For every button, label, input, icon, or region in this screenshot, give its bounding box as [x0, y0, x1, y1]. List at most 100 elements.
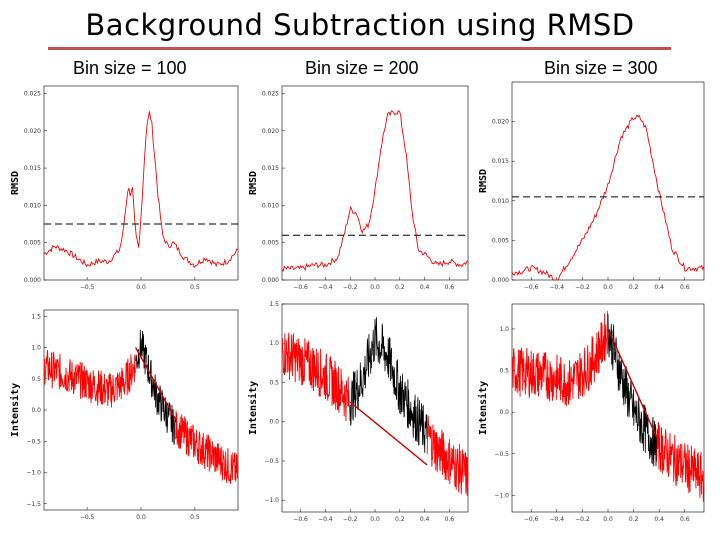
x-tick-label-rmsd-300-0: −0.6	[524, 284, 539, 291]
x-tick-label-intensity-200-2: −0.2	[343, 516, 358, 523]
intensity-line-right-intensity-100	[175, 410, 239, 485]
y-tick-label-intensity-300-0: −1.0	[494, 492, 509, 499]
x-tick-label-intensity-200-6: 0.6	[445, 516, 455, 523]
y-tick-label-rmsd-100-1: 0.005	[24, 240, 41, 247]
title-underline	[48, 47, 671, 50]
bin-label-300: Bin size = 300	[544, 58, 658, 78]
rmsd-chart-300: RMSD 0.000 0.005 0.010 0.015 0.020 −0.6 −0.4 −0.…	[478, 81, 705, 291]
y-axis-label-intensity-300: Intensity	[477, 381, 489, 435]
y-tick-label-intensity-200-2: 0.0	[269, 419, 279, 426]
y-tick-label-rmsd-100-2: 0.010	[24, 202, 41, 209]
peak-line-intensity-300	[607, 314, 657, 467]
y-tick-label-rmsd-200-5: 0.025	[262, 90, 279, 97]
x-tick-label-rmsd-100-2: 0.5	[190, 284, 200, 291]
y-axis-label-intensity-200: Intensity	[247, 381, 259, 435]
x-tick-label-rmsd-200-0: −0.6	[293, 284, 308, 291]
y-tick-label-intensity-200-1: −0.5	[264, 458, 279, 465]
x-tick-label-intensity-200-0: −0.6	[293, 516, 308, 523]
y-tick-label-rmsd-200-3: 0.015	[262, 165, 279, 172]
x-tick-label-rmsd-300-5: 0.4	[654, 284, 664, 291]
x-tick-label-rmsd-300-4: 0.2	[629, 284, 639, 291]
peak-line-intensity-100	[135, 329, 176, 445]
x-tick-label-intensity-200-5: 0.4	[420, 516, 430, 523]
x-tick-label-intensity-300-2: −0.2	[575, 516, 590, 523]
y-tick-label-rmsd-300-1: 0.005	[492, 237, 509, 244]
intensity-chart-100: Intensity −1.5 −1.0 −0.5 0.0 0.5 1.0 1.5 −0.5 0.0…	[9, 309, 239, 521]
y-tick-label-rmsd-100-4: 0.020	[24, 128, 41, 135]
x-tick-label-intensity-200-4: 0.2	[395, 516, 405, 523]
x-tick-label-intensity-200-3: 0.0	[370, 516, 380, 523]
y-tick-label-rmsd-200-1: 0.005	[262, 240, 279, 247]
peak-line-intensity-200	[349, 317, 428, 453]
y-tick-label-rmsd-300-0: 0.000	[492, 277, 509, 284]
rmsd-chart-100: RMSD 0.000 0.005 0.010 0.015 0.020 0.025 −0.5 0.…	[10, 85, 239, 291]
x-tick-label-intensity-300-4: 0.2	[629, 516, 639, 523]
y-tick-label-rmsd-200-0: 0.000	[262, 277, 279, 284]
bin-label-200: Bin size = 200	[305, 58, 419, 78]
y-tick-label-intensity-100-1: −1.0	[26, 470, 41, 477]
x-tick-label-intensity-100-0: −0.5	[80, 514, 95, 521]
x-tick-label-intensity-300-5: 0.4	[654, 516, 664, 523]
y-tick-label-rmsd-300-4: 0.020	[492, 119, 509, 126]
intensity-line-right-intensity-300	[656, 422, 705, 502]
x-tick-label-rmsd-200-5: 0.4	[420, 284, 430, 291]
y-tick-label-rmsd-100-5: 0.025	[24, 90, 41, 97]
y-tick-label-rmsd-300-2: 0.010	[492, 198, 509, 205]
y-tick-label-intensity-100-2: −0.5	[26, 438, 41, 445]
y-axis-label-rmsd-300: RMSD	[478, 169, 489, 193]
y-axis-label-rmsd-100: RMSD	[10, 171, 21, 195]
y-tick-label-intensity-200-3: 0.5	[269, 379, 279, 386]
x-tick-label-rmsd-300-2: −0.2	[575, 284, 590, 291]
y-tick-label-rmsd-100-3: 0.015	[24, 165, 41, 172]
x-tick-label-intensity-200-1: −0.4	[318, 516, 333, 523]
rmsd-line-rmsd-200	[281, 110, 469, 273]
y-tick-label-intensity-300-4: 1.0	[499, 326, 509, 333]
x-tick-label-rmsd-300-3: 0.0	[603, 284, 613, 291]
rmsd-line-rmsd-300	[511, 114, 705, 281]
x-tick-label-rmsd-200-1: −0.4	[318, 284, 333, 291]
y-tick-label-intensity-100-6: 1.5	[31, 313, 41, 320]
rmsd-line-rmsd-100	[43, 111, 239, 269]
baseline-line-intensity-100	[134, 347, 177, 420]
y-tick-label-intensity-300-3: 0.5	[499, 368, 509, 375]
x-tick-label-intensity-300-6: 0.6	[680, 516, 690, 523]
x-tick-label-rmsd-200-4: 0.2	[395, 284, 405, 291]
y-tick-label-intensity-100-4: 0.5	[31, 376, 41, 383]
x-tick-label-rmsd-100-0: −0.5	[80, 284, 95, 291]
y-tick-label-intensity-300-2: 0.0	[499, 409, 509, 416]
intensity-chart-300: Intensity −1.0 −0.5 0.0 0.5 1.0 −0.6 −0.4 −0.2 0.…	[477, 303, 705, 523]
y-tick-label-rmsd-200-4: 0.020	[262, 128, 279, 135]
x-tick-label-rmsd-200-3: 0.0	[370, 284, 380, 291]
baseline-line-intensity-200	[349, 401, 428, 466]
y-axis-label-rmsd-200: RMSD	[248, 171, 259, 195]
y-tick-label-intensity-200-5: 1.5	[269, 301, 279, 308]
x-tick-label-intensity-300-0: −0.6	[524, 516, 539, 523]
y-tick-label-rmsd-300-3: 0.015	[492, 158, 509, 165]
x-tick-label-intensity-100-1: 0.0	[136, 514, 146, 521]
intensity-line-right-intensity-200	[426, 415, 469, 496]
y-tick-label-rmsd-200-2: 0.010	[262, 202, 279, 209]
intensity-line-left-intensity-100	[43, 349, 136, 408]
x-tick-label-intensity-300-1: −0.4	[550, 516, 565, 523]
plot-frame-rmsd-300	[511, 81, 705, 281]
y-tick-label-intensity-200-4: 1.0	[269, 340, 279, 347]
intensity-line-left-intensity-200	[281, 332, 351, 422]
y-tick-label-intensity-100-5: 1.0	[31, 345, 41, 352]
x-tick-label-rmsd-200-6: 0.6	[445, 284, 455, 291]
y-tick-label-rmsd-100-0: 0.000	[24, 277, 41, 284]
rmsd-chart-200: RMSD 0.000 0.005 0.010 0.015 0.020 0.025 −0.6 −0…	[248, 85, 469, 291]
y-tick-label-intensity-300-1: −0.5	[494, 451, 509, 458]
x-tick-label-intensity-300-3: 0.0	[603, 516, 613, 523]
plot-frame-rmsd-200	[281, 85, 469, 281]
x-tick-label-rmsd-300-1: −0.4	[550, 284, 565, 291]
y-tick-label-intensity-200-0: −1.0	[264, 497, 279, 504]
bin-label-100: Bin size = 100	[73, 58, 187, 78]
x-tick-label-rmsd-100-1: 0.0	[136, 284, 146, 291]
baseline-line-intensity-300	[607, 328, 658, 438]
x-tick-label-rmsd-300-6: 0.6	[680, 284, 690, 291]
x-tick-label-rmsd-200-2: −0.2	[343, 284, 358, 291]
intensity-line-left-intensity-300	[511, 311, 609, 407]
y-tick-label-intensity-100-3: 0.0	[31, 407, 41, 414]
plot-frame-intensity-100	[43, 309, 239, 511]
y-tick-label-intensity-100-0: −1.5	[26, 501, 41, 508]
